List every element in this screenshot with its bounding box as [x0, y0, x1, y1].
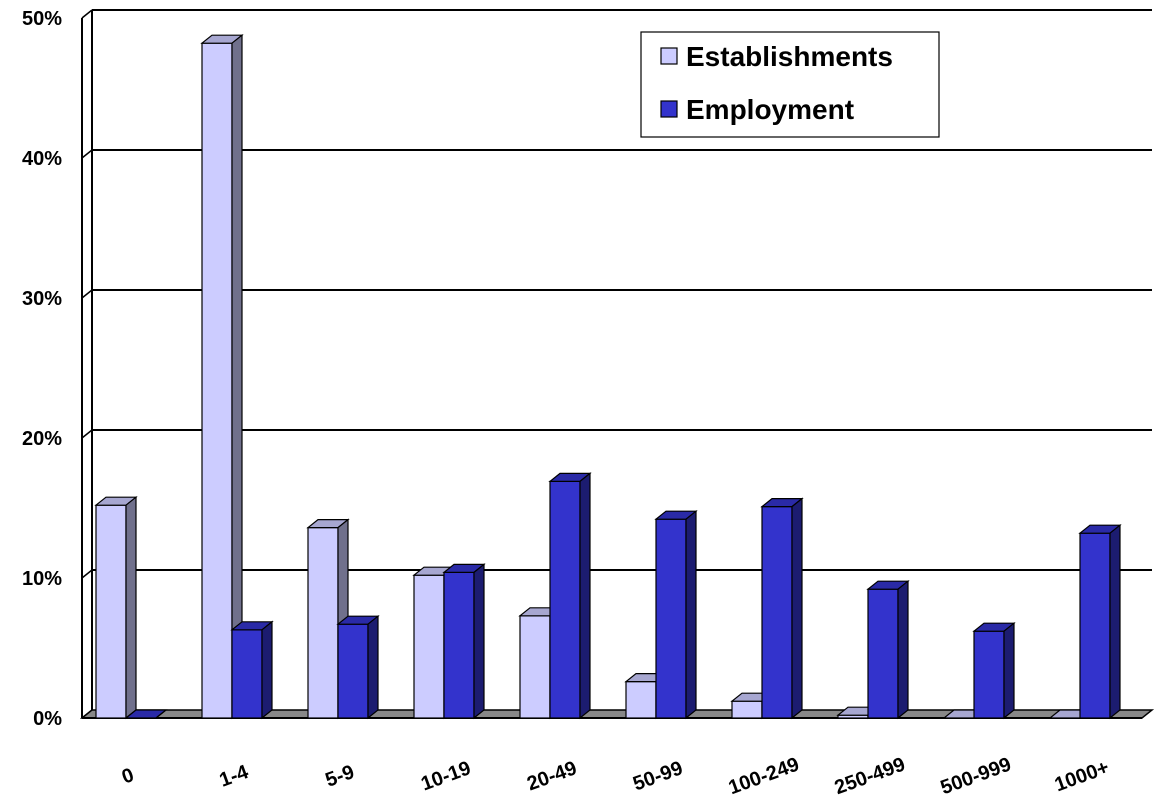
bar — [1078, 523, 1122, 720]
legend-box — [640, 31, 940, 138]
bar — [548, 472, 592, 720]
x-category-label: 5-9 — [323, 761, 358, 792]
legend: Establishments Employment — [640, 31, 940, 138]
gridline-depth — [81, 9, 93, 19]
bar-side — [367, 614, 379, 720]
y-tick-labels: 0% 10% 20% 30% 40% 50% — [22, 8, 62, 730]
bar-front — [973, 630, 1005, 719]
y-tick-label: 50% — [22, 8, 62, 30]
bar-side — [473, 563, 485, 720]
bar-front — [731, 700, 763, 719]
bar-front — [549, 480, 581, 719]
bar-side — [897, 579, 909, 720]
bar-front — [337, 623, 369, 719]
bar-front — [625, 680, 657, 719]
bar-side — [685, 509, 697, 720]
bars — [94, 33, 1122, 720]
gridline-depth — [81, 429, 93, 439]
bar — [336, 614, 380, 720]
bar-front — [519, 615, 551, 719]
bar-front — [1079, 532, 1111, 719]
legend-label-employment: Employment — [686, 94, 854, 125]
bar-front — [413, 574, 445, 719]
bar-side — [1109, 523, 1121, 720]
gridline-depth — [81, 149, 93, 159]
x-category-labels: 0 1-4 5-9 10-19 20-49 50-99 100-249 250-499 500-… — [119, 753, 1112, 799]
bar-side — [155, 709, 167, 719]
bar-front — [443, 571, 475, 719]
y-tick-label: 20% — [22, 428, 62, 450]
x-category-label: 250-499 — [832, 753, 909, 799]
bar-side — [125, 495, 137, 720]
x-category-label: 1-4 — [217, 761, 253, 792]
legend-label-establishments: Establishments — [686, 41, 893, 72]
bar-front — [201, 42, 233, 719]
bar — [972, 621, 1016, 720]
x-category-label: 0 — [119, 764, 137, 788]
bar — [124, 709, 168, 719]
bar — [866, 579, 910, 720]
bar — [200, 33, 244, 720]
bar-front — [95, 504, 127, 719]
gridline-depth — [81, 289, 93, 299]
bar-front — [761, 506, 793, 719]
bar-front — [307, 526, 339, 719]
x-category-label: 100-249 — [726, 753, 803, 799]
x-category-label: 1000+ — [1052, 756, 1112, 796]
bar-side — [231, 33, 243, 720]
bar — [760, 497, 804, 720]
bar-front — [655, 518, 687, 719]
x-category-label: 500-999 — [938, 753, 1015, 799]
bar-side — [1003, 621, 1015, 720]
y-tick-label: 10% — [22, 568, 62, 590]
legend-swatch-employment — [660, 100, 678, 118]
x-category-label: 10-19 — [418, 757, 474, 795]
bar-front — [867, 588, 899, 719]
bar — [654, 509, 698, 720]
y-tick-label: 0% — [33, 708, 62, 730]
x-category-label: 50-99 — [630, 757, 686, 795]
bar-side — [791, 497, 803, 720]
bar — [230, 620, 274, 720]
gridline-depth — [81, 569, 93, 579]
bar-side — [261, 620, 273, 720]
gridlines — [81, 9, 1152, 719]
bar-front — [231, 629, 263, 719]
y-tick-label: 30% — [22, 288, 62, 310]
y-tick-label: 40% — [22, 148, 62, 170]
bar — [442, 563, 486, 720]
legend-swatch-establishments — [660, 47, 678, 65]
bar — [94, 495, 138, 720]
bar-side — [579, 472, 591, 720]
x-category-label: 20-49 — [524, 757, 580, 795]
